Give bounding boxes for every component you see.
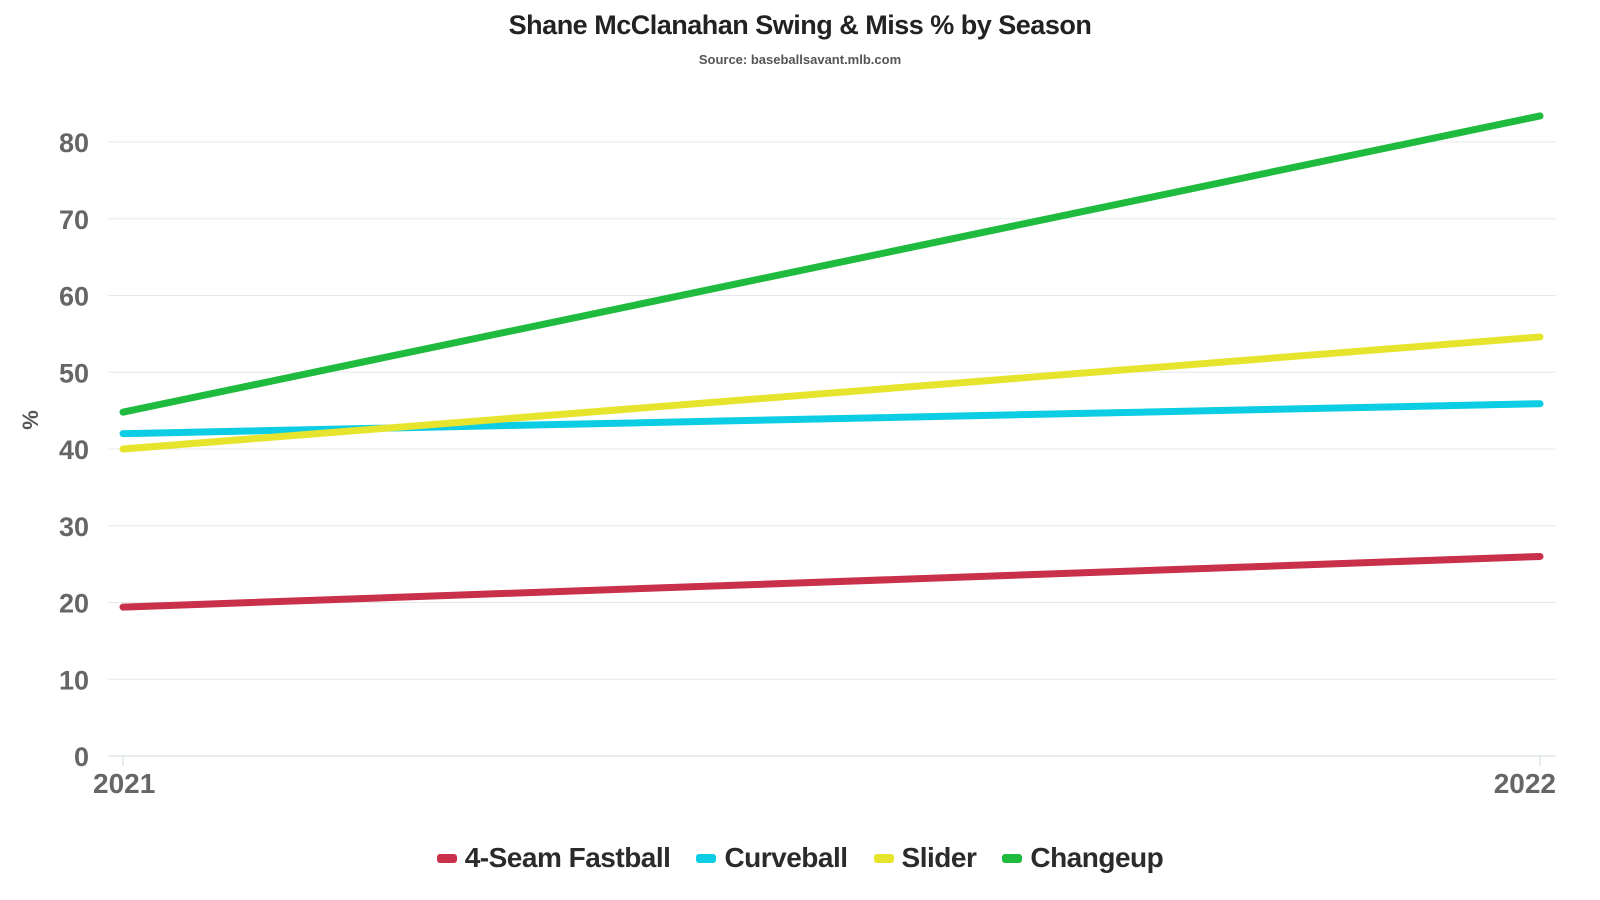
y-tick-label: 80 bbox=[59, 128, 89, 158]
y-tick-label: 30 bbox=[59, 512, 89, 542]
axes: 0 10 20 30 40 50 60 70 80 2021 2022 bbox=[59, 128, 1556, 799]
series-lines bbox=[119, 112, 1544, 611]
legend-swatch bbox=[696, 853, 717, 863]
y-tick-label: 70 bbox=[59, 205, 89, 235]
y-tick-label: 60 bbox=[59, 282, 89, 312]
series-line-changeup[interactable] bbox=[119, 112, 1544, 416]
legend-swatch bbox=[873, 853, 894, 863]
series-line-4-seam-fastball[interactable] bbox=[119, 552, 1544, 611]
y-tick-label: 10 bbox=[59, 665, 89, 695]
y-tick-label: 0 bbox=[74, 742, 89, 772]
legend-swatch bbox=[1002, 853, 1023, 863]
y-tick-label: 50 bbox=[59, 358, 89, 388]
legend-swatch bbox=[436, 853, 457, 863]
x-tick-label: 2022 bbox=[1494, 768, 1556, 799]
chart-title: Shane McClanahan Swing & Miss % by Seaso… bbox=[508, 10, 1092, 40]
chart-subtitle: Source: baseballsavant.mlb.com bbox=[698, 52, 902, 67]
legend-label: Curveball bbox=[724, 842, 848, 873]
y-tick-label: 20 bbox=[59, 589, 89, 619]
legend-label: 4-Seam Fastball bbox=[464, 842, 671, 873]
legend-label: Changeup bbox=[1030, 842, 1164, 873]
series-line-slider[interactable] bbox=[119, 333, 1544, 453]
legend-item-4-seam-fastball[interactable]: 4-Seam Fastball bbox=[436, 842, 671, 874]
y-tick-label: 40 bbox=[59, 435, 89, 465]
legend: 4-Seam Fastball Curveball Slider Changeup bbox=[0, 842, 1600, 874]
legend-item-curveball[interactable]: Curveball bbox=[696, 842, 848, 874]
x-tick-label: 2021 bbox=[93, 768, 155, 799]
y-axis-label: % bbox=[18, 410, 43, 430]
legend-label: Slider bbox=[901, 842, 977, 873]
legend-item-slider[interactable]: Slider bbox=[873, 842, 977, 874]
grid-lines bbox=[108, 141, 1556, 757]
legend-item-changeup[interactable]: Changeup bbox=[1002, 842, 1164, 874]
